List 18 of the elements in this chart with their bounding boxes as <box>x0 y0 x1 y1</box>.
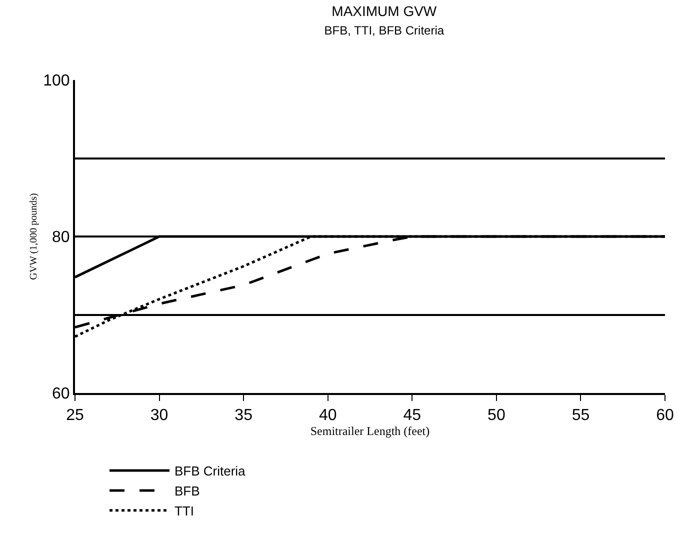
chart-subtitle: BFB, TTI, BFB Criteria <box>324 23 444 38</box>
x-axis-title: Semitrailer Length (feet) <box>310 424 430 438</box>
y-tick-label: 60 <box>52 386 70 403</box>
chart-title: MAXIMUM GVW <box>332 3 438 20</box>
x-tick-label: 60 <box>656 407 674 424</box>
x-tick-label: 35 <box>234 407 253 424</box>
y-axis-title: GVW (1,000 pounds) <box>28 193 40 280</box>
legend-label: BFB <box>174 484 200 499</box>
y-tick-label: 80 <box>52 229 70 246</box>
x-tick-label: 50 <box>488 407 506 424</box>
x-tick-label: 30 <box>150 407 168 424</box>
x-tick-label: 45 <box>403 407 422 424</box>
legend-label: BFB Criteria <box>174 464 246 479</box>
x-tick-label: 55 <box>572 407 590 424</box>
x-tick-label: 25 <box>66 407 84 424</box>
y-tick-label: 100 <box>43 72 70 90</box>
x-tick-label: 40 <box>318 407 337 424</box>
legend-label: TTI <box>174 503 194 518</box>
